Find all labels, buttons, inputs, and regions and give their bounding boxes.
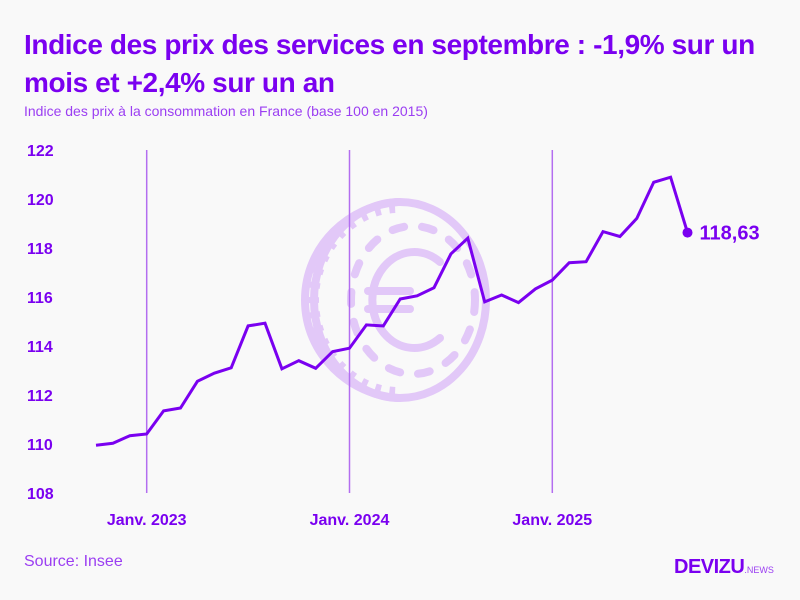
gridlines (145, 150, 554, 493)
y-tick-label: 118 (27, 241, 53, 258)
y-tick-label: 110 (27, 437, 53, 454)
series-line (95, 175, 689, 447)
y-tick-label: 116 (27, 290, 53, 307)
y-tick-label: 108 (27, 486, 54, 503)
brand-suffix: .NEWS (744, 565, 774, 575)
brand-logo: DEVIZU.NEWS (674, 556, 774, 579)
source-label: Source: Insee (24, 553, 123, 570)
euro-coin-watermark-icon (300, 198, 490, 402)
x-tick-label: Janv. 2023 (107, 512, 187, 529)
last-value-label: 118,63 (700, 223, 760, 245)
last-point-marker (682, 227, 693, 238)
brand-main: DEVIZU (674, 556, 745, 578)
x-tick-label: Janv. 2024 (310, 512, 390, 529)
y-tick-label: 120 (27, 192, 54, 209)
y-tick-label: 112 (27, 388, 53, 405)
y-tick-label: 122 (27, 143, 54, 160)
x-tick-label: Janv. 2025 (512, 512, 592, 529)
y-axis: 108 110 112 114 116 118 120 122 (27, 143, 54, 503)
series-layer: 118,63 (95, 175, 760, 447)
y-tick-label: 114 (27, 339, 53, 356)
chart-subtitle: Indice des prix à la consommation en Fra… (24, 103, 428, 119)
x-axis: Janv. 2023 Janv. 2024 Janv. 2025 (107, 512, 592, 529)
chart-title: Indice des prix des services en septembr… (24, 29, 755, 98)
